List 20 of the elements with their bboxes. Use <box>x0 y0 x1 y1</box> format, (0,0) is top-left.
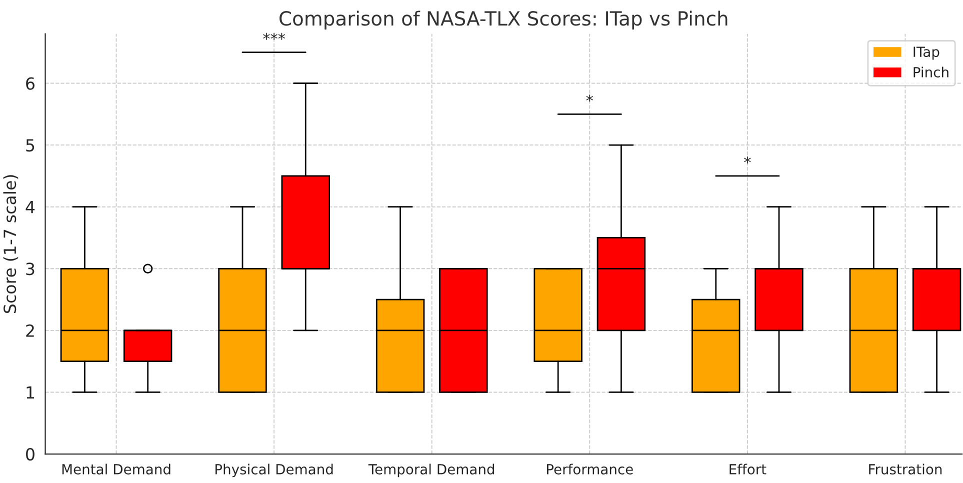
y-tick-label: 4 <box>26 201 35 214</box>
x-tick-label: Physical Demand <box>216 464 333 478</box>
y-tick-label: 6 <box>26 77 34 90</box>
x-tick-label: Frustration <box>869 464 942 474</box>
y-tick-label: 5 <box>26 139 34 152</box>
legend-label: Pinch <box>914 66 948 78</box>
legend-label: ITap <box>914 46 940 60</box>
chart-title: Comparison of NASA-TLX Scores: ITap vs Pinch <box>280 10 728 30</box>
annotation: * <box>586 94 594 102</box>
y-tick-label: 2 <box>26 324 34 337</box>
x-tick-label: Mental Demand <box>62 464 170 474</box>
x-tick-label: Performance <box>547 464 633 474</box>
annotation: *** <box>263 32 286 40</box>
y-axis-title: Score (1-7 scale) <box>3 175 18 314</box>
y-tick-label: 0 <box>26 448 34 461</box>
x-tick-label: Effort <box>730 464 766 474</box>
y-tick-label: 1 <box>26 386 34 399</box>
y-tick-label: 3 <box>26 262 34 276</box>
annotation: * <box>744 156 751 164</box>
x-tick-label: Temporal Demand <box>368 464 494 478</box>
